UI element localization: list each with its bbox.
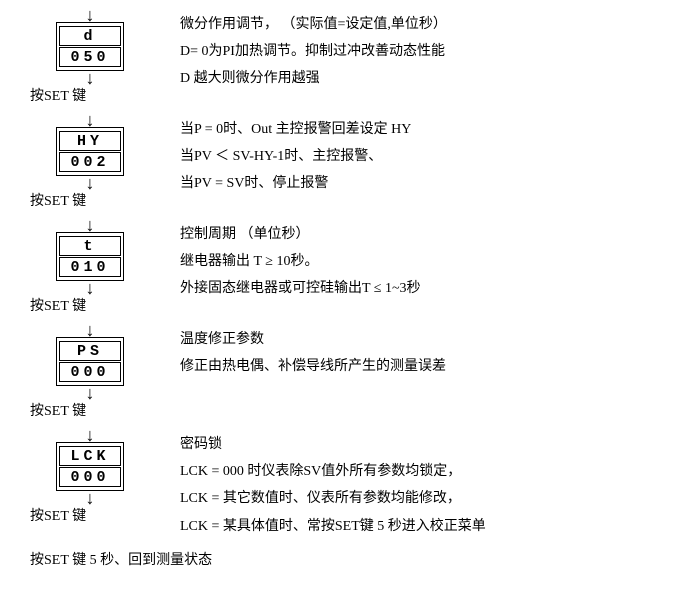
arrow-icon: ↓ (86, 115, 95, 125)
param-name: d (59, 26, 121, 46)
step-d: ↓ d 050 ↓ 按SET 键 微分作用调节， （实际值=设定值,单位秒） D… (10, 10, 670, 111)
step-desc: 微分作用调节， （实际值=设定值,单位秒） D= 0为PI加热调节。抑制过冲改善… (170, 10, 670, 94)
arrow-icon: ↓ (86, 493, 95, 503)
param-name: LCK (59, 446, 121, 466)
step-desc: 密码锁 LCK = 000 时仪表除SV值外所有参数均锁定， LCK = 其它数… (170, 430, 670, 541)
param-name: HY (59, 131, 121, 151)
step-ps: ↓ PS 000 ↓ 按SET 键 温度修正参数 修正由热电偶、补偿导线所产生的… (10, 325, 670, 426)
step-left: ↓ HY 002 ↓ 按SET 键 (10, 115, 170, 216)
step-left: ↓ PS 000 ↓ 按SET 键 (10, 325, 170, 426)
desc-line: 外接固态继电器或可控硅输出T ≤ 1~3秒 (180, 276, 670, 301)
arrow-icon: ↓ (86, 178, 95, 188)
step-desc: 控制周期 （单位秒） 继电器输出 T ≥ 10秒。 外接固态继电器或可控硅输出T… (170, 220, 670, 304)
desc-line: 密码锁 (180, 432, 670, 457)
display-box: HY 002 (56, 127, 124, 176)
display-box: d 050 (56, 22, 124, 71)
param-name: t (59, 236, 121, 256)
param-value: 010 (59, 257, 121, 277)
step-left: ↓ LCK 000 ↓ 按SET 键 (10, 430, 170, 531)
arrow-icon: ↓ (86, 10, 95, 20)
step-left: ↓ t 010 ↓ 按SET 键 (10, 220, 170, 321)
step-desc: 温度修正参数 修正由热电偶、补偿导线所产生的测量误差 (170, 325, 670, 381)
param-value: 002 (59, 152, 121, 172)
desc-line: LCK = 某具体值时、常按SET键 5 秒进入校正菜单 (180, 514, 670, 539)
step-left: ↓ d 050 ↓ 按SET 键 (10, 10, 170, 111)
display-box: LCK 000 (56, 442, 124, 491)
arrow-icon: ↓ (86, 430, 95, 440)
desc-line: 继电器输出 T ≥ 10秒。 (180, 249, 670, 274)
arrow-icon: ↓ (86, 73, 95, 83)
param-value: 000 (59, 467, 121, 487)
desc-line: 微分作用调节， （实际值=设定值,单位秒） (180, 12, 670, 37)
param-value: 000 (59, 362, 121, 382)
desc-line: 当P = 0时、Out 主控报警回差设定 HY (180, 117, 670, 142)
desc-line: 当PV = SV时、停止报警 (180, 171, 670, 196)
set-label: 按SET 键 (10, 190, 86, 210)
display-box: PS 000 (56, 337, 124, 386)
step-t: ↓ t 010 ↓ 按SET 键 控制周期 （单位秒） 继电器输出 T ≥ 10… (10, 220, 670, 321)
set-label: 按SET 键 (10, 295, 86, 315)
set-label: 按SET 键 (10, 505, 86, 525)
set-label: 按SET 键 (10, 85, 86, 105)
desc-line: 温度修正参数 (180, 327, 670, 352)
desc-line: 修正由热电偶、补偿导线所产生的测量误差 (180, 354, 670, 379)
display-box: t 010 (56, 232, 124, 281)
arrow-icon: ↓ (86, 283, 95, 293)
arrow-icon: ↓ (86, 220, 95, 230)
desc-line: D 越大则微分作用越强 (180, 66, 670, 91)
set-label: 按SET 键 (10, 400, 86, 420)
desc-line: LCK = 其它数值时、仪表所有参数均能修改， (180, 486, 670, 511)
param-value: 050 (59, 47, 121, 67)
step-lck: ↓ LCK 000 ↓ 按SET 键 密码锁 LCK = 000 时仪表除SV值… (10, 430, 670, 541)
step-hy: ↓ HY 002 ↓ 按SET 键 当P = 0时、Out 主控报警回差设定 H… (10, 115, 670, 216)
desc-line: LCK = 000 时仪表除SV值外所有参数均锁定， (180, 459, 670, 484)
desc-line: 控制周期 （单位秒） (180, 222, 670, 247)
param-name: PS (59, 341, 121, 361)
final-instruction: 按SET 键 5 秒、回到测量状态 (10, 549, 670, 569)
flow-container: ↓ d 050 ↓ 按SET 键 微分作用调节， （实际值=设定值,单位秒） D… (10, 10, 670, 569)
desc-line: D= 0为PI加热调节。抑制过冲改善动态性能 (180, 39, 670, 64)
desc-line: 当PV ＜ SV-HY-1时、主控报警、 (180, 144, 670, 169)
step-desc: 当P = 0时、Out 主控报警回差设定 HY 当PV ＜ SV-HY-1时、主… (170, 115, 670, 199)
arrow-icon: ↓ (86, 388, 95, 398)
arrow-icon: ↓ (86, 325, 95, 335)
